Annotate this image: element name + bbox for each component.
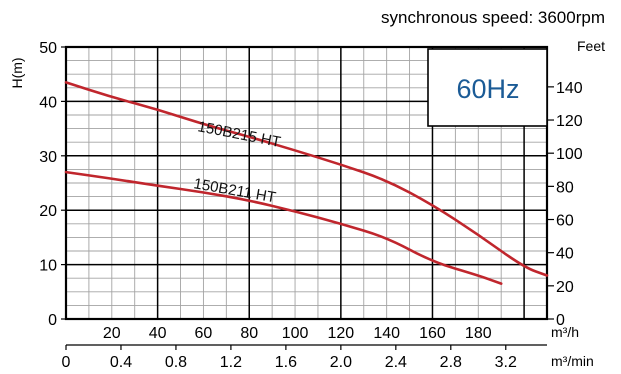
- right-tick-label: 100: [556, 146, 583, 163]
- frequency-box-bg: [427, 48, 548, 127]
- curve-label-150b215: 150B215 HT: [196, 118, 282, 151]
- right-tick-label: 0: [556, 312, 565, 329]
- flow-m3h-ticks: 20 40 60 80 100 120 140 160 180: [103, 325, 492, 342]
- curves: [64, 81, 549, 285]
- m3h-tick-label: 180: [465, 325, 492, 342]
- left-tick-label: 40: [39, 94, 57, 111]
- right-tick-label: 20: [556, 279, 574, 296]
- right-tick-label: 80: [556, 179, 574, 196]
- m3h-tick-label: 120: [328, 325, 355, 342]
- left-tick-label: 0: [48, 312, 57, 329]
- curve-label-150b211: 150B211 HT: [192, 175, 277, 206]
- m3min-tick-label: 0.4: [110, 354, 132, 371]
- right-axis-ticks: 0 20 40 60 80 100 120 140: [547, 80, 583, 329]
- plot-frame: [64, 45, 549, 321]
- m3min-tick-label: 1.6: [275, 354, 297, 371]
- curve-150b211: [64, 170, 503, 285]
- m3min-tick-label: 2.4: [385, 354, 407, 371]
- left-axis-title: H(m): [9, 57, 25, 88]
- synchronous-speed-text: synchronous speed: 3600rpm: [381, 8, 605, 27]
- m3h-unit-label: m³/h: [551, 324, 579, 340]
- right-axis-title: Feet: [577, 38, 605, 54]
- m3h-tick-label: 80: [240, 325, 258, 342]
- m3min-tick-label: 0: [62, 354, 71, 371]
- m3min-tick-label: 3.2: [495, 354, 517, 371]
- m3min-tick-label: 2.8: [440, 354, 462, 371]
- left-axis-ticks: 0 10 20 30 40 50: [39, 40, 66, 329]
- m3min-tick-label: 1.2: [220, 354, 242, 371]
- left-tick-label: 20: [39, 203, 57, 220]
- m3h-tick-label: 100: [282, 325, 309, 342]
- m3min-unit-label: m³/min: [551, 353, 594, 369]
- m3h-tick-label: 20: [103, 325, 121, 342]
- right-tick-label: 140: [556, 80, 583, 97]
- right-tick-label: 60: [556, 213, 574, 230]
- left-tick-label: 30: [39, 149, 57, 166]
- m3h-tick-label: 160: [419, 325, 446, 342]
- m3h-tick-label: 60: [195, 325, 213, 342]
- right-tick-label: 40: [556, 246, 574, 263]
- m3min-tick-label: 0.8: [165, 354, 187, 371]
- right-tick-label: 120: [556, 113, 583, 130]
- m3h-tick-label: 40: [149, 325, 167, 342]
- m3h-tick-label: 140: [373, 325, 400, 342]
- m3min-tick-label: 2.0: [330, 354, 352, 371]
- left-tick-label: 50: [39, 40, 57, 57]
- frequency-box: 60Hz: [427, 48, 548, 127]
- curve-150b215: [64, 81, 549, 277]
- frequency-label: 60Hz: [456, 74, 519, 104]
- flow-m3min-ticks: 0 0.4 0.8 1.2 1.6 2.0 2.4 2.8 3.2: [62, 345, 517, 371]
- left-tick-label: 10: [39, 258, 57, 275]
